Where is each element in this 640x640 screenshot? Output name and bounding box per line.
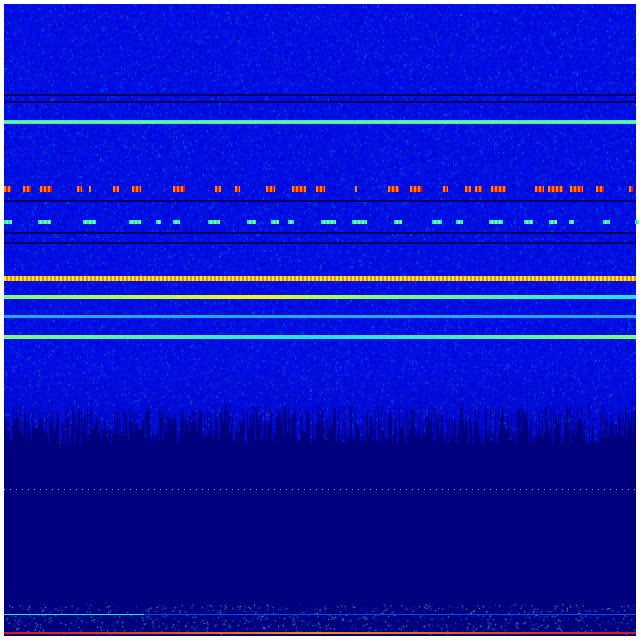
band-segment — [173, 186, 185, 192]
band-segment — [388, 186, 399, 192]
band-segment — [432, 220, 442, 224]
band-segment — [215, 186, 221, 192]
dotted-line — [4, 489, 636, 490]
orange-dashed-band — [4, 186, 636, 192]
cyan-band-317 — [4, 315, 636, 318]
band-segment — [288, 220, 294, 224]
dark-line-3 — [4, 200, 636, 202]
band-segment — [271, 220, 279, 224]
band-segment — [489, 220, 503, 224]
band-segment — [23, 186, 31, 192]
band-segment — [235, 186, 240, 192]
cyan-band-121 — [4, 120, 636, 124]
band-segment — [83, 220, 96, 224]
cyan-green-band-337 — [4, 335, 636, 339]
band-segment — [355, 186, 357, 192]
band-segment — [129, 220, 141, 224]
band-segment — [321, 220, 336, 224]
bottom-red-line — [4, 632, 636, 634]
band-segment — [247, 220, 256, 224]
band-segment — [524, 220, 533, 224]
band-segment — [569, 220, 574, 224]
band-segment — [4, 220, 12, 224]
band-segment — [410, 186, 422, 192]
band-segment — [570, 186, 583, 192]
band-segment — [456, 220, 463, 224]
band-segment — [316, 186, 325, 192]
band-segment — [548, 186, 563, 192]
band-segment — [292, 186, 306, 192]
band-segment — [549, 220, 557, 224]
bottom-cyan-line — [4, 614, 636, 615]
yellow-orange-band — [4, 276, 636, 281]
cyan-dashed-band — [4, 220, 639, 224]
band-segment — [352, 220, 367, 224]
band-segment — [603, 220, 610, 224]
band-segment — [113, 186, 119, 192]
heatmap-texture — [4, 4, 636, 636]
band-segment — [77, 186, 82, 192]
spectrogram-heatmap — [4, 4, 639, 636]
band-segment — [40, 186, 52, 192]
band-segment — [443, 186, 448, 192]
band-segment — [38, 220, 51, 224]
band-segment — [465, 186, 471, 192]
band-segment — [635, 220, 639, 224]
band-segment — [173, 220, 180, 224]
band-segment — [4, 186, 11, 192]
dark-line-4 — [4, 232, 636, 234]
band-segment — [394, 220, 402, 224]
dark-line-5 — [4, 242, 636, 244]
band-segment — [475, 186, 482, 192]
band-segment — [596, 186, 604, 192]
dark-line-2 — [4, 101, 636, 103]
band-segment — [89, 186, 91, 192]
band-segment — [156, 220, 161, 224]
yellow-green-band — [4, 295, 636, 299]
band-segment — [208, 220, 220, 224]
band-segment — [266, 186, 275, 192]
dark-line-1 — [4, 94, 636, 96]
band-segment — [629, 186, 633, 192]
band-segment — [535, 186, 544, 192]
band-segment — [491, 186, 506, 192]
band-segment — [132, 186, 141, 192]
